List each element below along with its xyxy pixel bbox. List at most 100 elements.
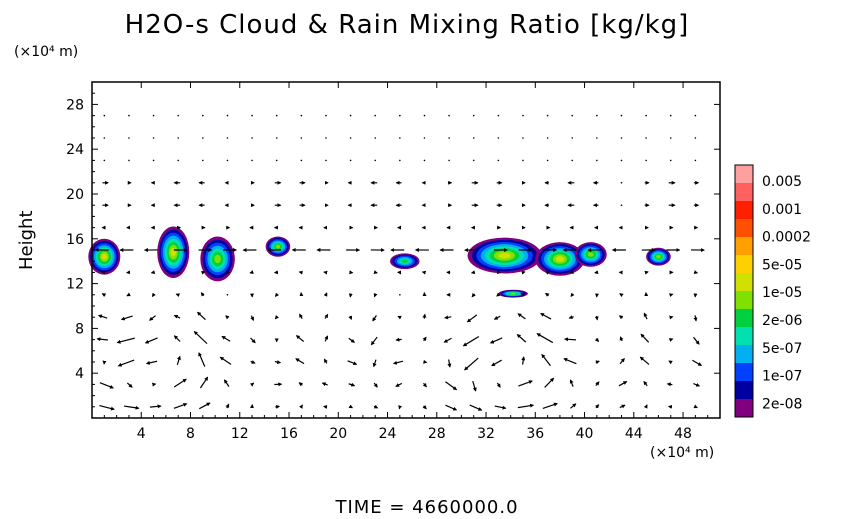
wind-arrow bbox=[251, 159, 253, 162]
wind-arrow bbox=[422, 336, 427, 342]
wind-arrow bbox=[295, 358, 305, 365]
wind-arrow bbox=[693, 404, 698, 409]
wind-arrow bbox=[422, 405, 427, 410]
wind-arrow bbox=[226, 114, 229, 117]
wind-arrow bbox=[522, 114, 524, 117]
wind-arrow bbox=[251, 137, 253, 139]
wind-arrow bbox=[596, 159, 598, 162]
wind-arrow bbox=[596, 137, 598, 139]
wind-arrow bbox=[596, 114, 598, 117]
wind-arrow bbox=[152, 114, 155, 117]
wind-arrow bbox=[325, 114, 327, 117]
x-tick-label: 24 bbox=[379, 426, 397, 442]
wind-arrow bbox=[99, 404, 115, 411]
wind-arrow bbox=[618, 315, 624, 320]
colorbar-swatch bbox=[735, 165, 753, 183]
wind-arrow bbox=[173, 402, 188, 409]
y-tick-label: 16 bbox=[66, 232, 84, 248]
wind-arrow bbox=[471, 292, 476, 298]
wind-arrow bbox=[325, 137, 327, 139]
wind-arrow bbox=[399, 294, 401, 296]
wind-arrow bbox=[462, 335, 480, 347]
wind-arrow bbox=[464, 357, 479, 371]
x-tick-label: 36 bbox=[526, 426, 544, 442]
wind-arrow bbox=[149, 404, 162, 409]
cloud-blob bbox=[467, 237, 542, 274]
wind-arrow bbox=[443, 337, 452, 343]
wind-arrow bbox=[173, 378, 187, 388]
wind-arrow bbox=[349, 137, 352, 139]
wind-arrow bbox=[595, 404, 600, 409]
wind-arrow bbox=[570, 292, 575, 298]
wind-arrow bbox=[323, 358, 328, 364]
x-tick-label: 48 bbox=[674, 426, 692, 442]
wind-arrow bbox=[517, 403, 535, 409]
wind-arrow bbox=[202, 137, 204, 139]
x-tick-label: 16 bbox=[280, 426, 298, 442]
colorbar-label: 1e-07 bbox=[762, 369, 802, 385]
wind-arrow bbox=[275, 159, 278, 162]
colorbar-label: 0.0002 bbox=[762, 230, 811, 246]
wind-arrow bbox=[200, 292, 205, 297]
wind-arrow bbox=[177, 114, 179, 117]
x-tick-label: 28 bbox=[428, 426, 446, 442]
cloud-field bbox=[88, 226, 671, 298]
wind-arrow bbox=[619, 293, 624, 298]
wind-arrow bbox=[97, 314, 108, 319]
wind-vectors bbox=[94, 114, 705, 411]
colorbar-label: 2e-06 bbox=[762, 313, 802, 329]
wind-arrow bbox=[545, 270, 551, 275]
colorbar-label: 5e-07 bbox=[762, 341, 802, 357]
wind-arrow bbox=[374, 137, 377, 139]
x-axis-unit: (×10⁴ m) bbox=[650, 445, 715, 461]
wind-arrow bbox=[422, 313, 427, 319]
wind-arrow bbox=[466, 314, 478, 323]
colorbar-swatch bbox=[735, 399, 753, 417]
wind-arrow bbox=[423, 359, 428, 364]
wind-arrow bbox=[522, 159, 524, 162]
cloud-blob bbox=[574, 242, 607, 267]
wind-arrow bbox=[536, 333, 554, 344]
wind-arrow bbox=[693, 270, 699, 275]
wind-arrow bbox=[669, 293, 674, 298]
wind-arrow bbox=[694, 137, 697, 139]
colorbar-swatch bbox=[735, 327, 753, 345]
wind-arrow bbox=[101, 293, 107, 297]
wind-arrow bbox=[202, 114, 204, 117]
cloud-blob bbox=[265, 236, 291, 257]
wind-arrow bbox=[275, 137, 278, 139]
wind-arrow bbox=[152, 137, 155, 139]
wind-arrow bbox=[123, 405, 140, 410]
wind-arrow bbox=[348, 315, 353, 321]
wind-arrow bbox=[570, 403, 577, 409]
wind-arrow bbox=[668, 360, 673, 365]
wind-arrow bbox=[225, 315, 230, 320]
wind-arrow bbox=[423, 137, 426, 139]
wind-arrow bbox=[594, 337, 600, 343]
wind-arrow bbox=[398, 405, 403, 410]
wind-arrow bbox=[644, 270, 649, 275]
wind-arrow bbox=[274, 360, 282, 365]
colorbar-label: 0.005 bbox=[762, 174, 802, 190]
wind-arrow bbox=[374, 159, 377, 162]
wind-arrow bbox=[643, 380, 648, 387]
wind-arrow bbox=[323, 270, 328, 275]
wind-arrow bbox=[373, 404, 379, 409]
wind-arrow bbox=[693, 336, 700, 345]
x-tick-label: 20 bbox=[329, 426, 347, 442]
wind-arrow bbox=[349, 114, 352, 117]
wind-arrow bbox=[423, 159, 426, 162]
wind-arrow bbox=[226, 294, 229, 296]
wind-arrow bbox=[372, 315, 377, 322]
wind-arrow bbox=[251, 114, 253, 117]
wind-arrow bbox=[423, 114, 426, 117]
wind-arrow bbox=[594, 270, 599, 275]
wind-arrow bbox=[620, 159, 623, 162]
wind-arrow bbox=[497, 114, 500, 117]
wind-arrow bbox=[295, 335, 305, 343]
wind-arrow bbox=[541, 353, 551, 367]
wind-arrow bbox=[199, 376, 209, 389]
wind-arrow bbox=[275, 114, 278, 117]
wind-arrow bbox=[299, 313, 303, 320]
wind-arrow bbox=[620, 137, 623, 139]
